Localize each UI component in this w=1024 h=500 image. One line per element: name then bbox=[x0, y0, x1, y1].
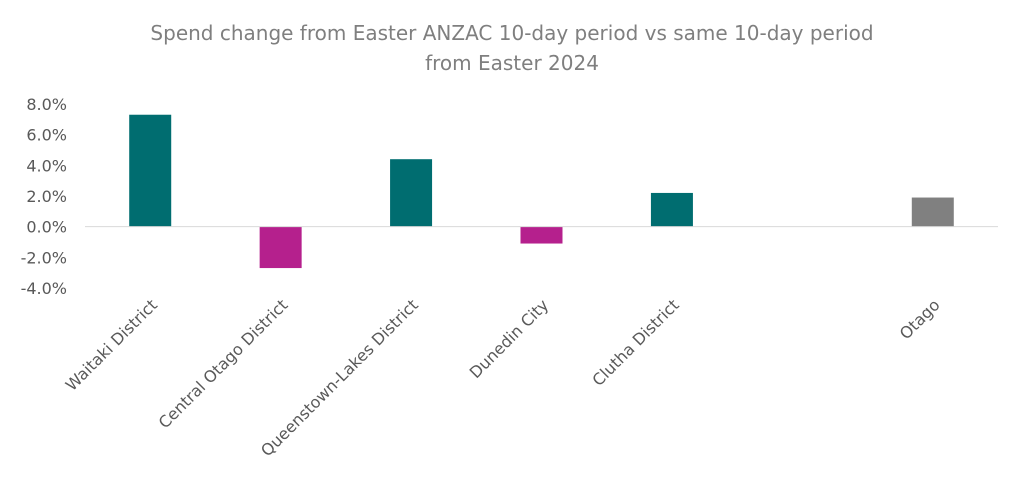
y-tick-label: 6.0% bbox=[26, 126, 67, 145]
y-tick-label: 0.0% bbox=[26, 218, 67, 237]
x-tick-label: Waitaki District bbox=[62, 295, 161, 394]
y-tick-label: 4.0% bbox=[26, 156, 67, 175]
x-tick-label: Otago bbox=[896, 295, 944, 343]
bar bbox=[390, 159, 433, 227]
y-tick-label: -4.0% bbox=[21, 279, 67, 298]
chart-title-line-1: Spend change from Easter ANZAC 10-day pe… bbox=[150, 21, 873, 45]
bar bbox=[520, 226, 563, 244]
x-tick-label: Dunedin City bbox=[466, 295, 553, 382]
y-tick-label: 2.0% bbox=[26, 187, 67, 206]
x-tick-label: Queenstown-Lakes District bbox=[257, 295, 422, 460]
bar bbox=[911, 197, 954, 227]
bar bbox=[129, 114, 172, 227]
y-tick-label: -2.0% bbox=[21, 248, 67, 267]
bars bbox=[129, 114, 954, 269]
y-axis: 8.0% 6.0% 4.0% 2.0% 0.0% -2.0% -4.0% bbox=[21, 95, 67, 298]
x-tick-label: Clutha District bbox=[588, 295, 682, 389]
chart-title-line-2: from Easter 2024 bbox=[425, 51, 599, 75]
bar bbox=[650, 192, 693, 227]
x-tick-label: Central Otago District bbox=[155, 295, 292, 432]
y-tick-label: 8.0% bbox=[26, 95, 67, 114]
bar bbox=[259, 226, 302, 269]
